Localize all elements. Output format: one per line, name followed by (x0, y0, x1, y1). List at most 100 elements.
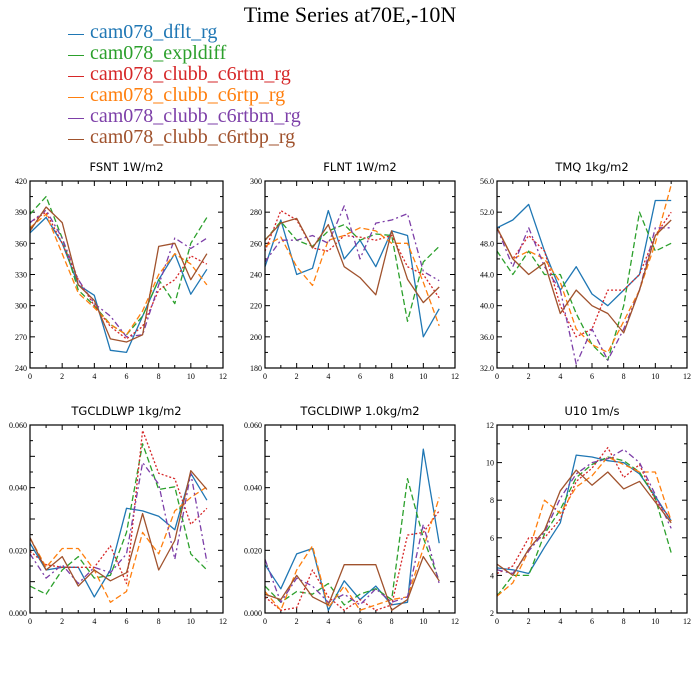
x-tick-label: 10 (419, 372, 427, 381)
legend-swatch (68, 118, 84, 119)
x-tick-label: 6 (590, 617, 594, 626)
series-line-cam078_expldiff (496, 456, 672, 597)
x-tick-label: 2 (60, 617, 64, 626)
y-tick-label: 32.0 (480, 364, 494, 373)
x-tick-label: 4 (92, 617, 96, 626)
x-tick-label: 0 (263, 372, 267, 381)
chart-title: TGCLDIWP 1.0kg/m2 (299, 404, 419, 418)
series-line-cam078_dflt_rg (496, 454, 672, 575)
x-tick-label: 2 (295, 372, 299, 381)
x-tick-label: 0 (495, 372, 499, 381)
x-tick-label: 4 (326, 617, 330, 626)
y-tick-label: 220 (250, 302, 262, 311)
x-tick-label: 2 (295, 617, 299, 626)
x-tick-label: 8 (622, 372, 626, 381)
legend-label: cam078_clubb_c6rtp_rg (90, 84, 286, 106)
y-tick-label: 360 (15, 239, 27, 248)
y-tick-label: 0.000 (9, 609, 27, 618)
x-tick-label: 8 (157, 372, 161, 381)
series-line-cam078_clubb_c6rtp_rg (496, 456, 672, 597)
y-tick-label: 260 (250, 239, 262, 248)
chart-title: U10 1m/s (564, 404, 619, 418)
y-tick-label: 8 (490, 496, 494, 505)
legend-swatch (68, 55, 84, 56)
series-line-cam078_clubb_c6rtm_rg (29, 429, 208, 585)
y-tick-label: 0.000 (244, 609, 262, 618)
y-tick-label: 4 (490, 571, 494, 580)
legend-swatch (68, 97, 84, 98)
x-tick-label: 10 (651, 617, 659, 626)
chart-panel: TGCLDIWP 1.0kg/m2 0 2 4 6 8 10 12 0.000 0.020 0.04… (244, 404, 459, 626)
x-tick-label: 4 (558, 617, 562, 626)
plot-frame (496, 424, 688, 614)
x-tick-label: 12 (219, 372, 227, 381)
legend-swatch (68, 76, 84, 77)
plot-frame (264, 180, 456, 369)
series-line-cam078_dflt_rg (496, 199, 672, 307)
y-tick-label: 0.040 (9, 484, 27, 493)
y-tick-label: 280 (250, 208, 262, 217)
x-tick-label: 0 (495, 617, 499, 626)
series-line-cam078_clubb_c6rtbp_rg (264, 555, 440, 611)
x-tick-label: 2 (527, 617, 531, 626)
y-tick-label: 270 (15, 333, 27, 342)
series-line-cam078_expldiff (496, 211, 672, 361)
x-tick-label: 12 (451, 372, 459, 381)
series-line-cam078_clubb_c6rtm_rg (29, 211, 208, 340)
x-tick-label: 12 (683, 617, 691, 626)
x-tick-label: 4 (558, 372, 562, 381)
x-tick-label: 6 (358, 617, 362, 626)
x-tick-label: 4 (326, 372, 330, 381)
y-tick-label: 390 (15, 208, 27, 217)
x-tick-label: 0 (263, 617, 267, 626)
series-line-cam078_clubb_c6rtbm_rg (29, 461, 208, 585)
x-tick-label: 12 (683, 372, 691, 381)
chart-title: TGCLDLWP 1kg/m2 (70, 404, 181, 418)
y-tick-label: 240 (250, 271, 262, 280)
series-line-cam078_clubb_c6rtbp_rg (264, 217, 440, 304)
x-tick-label: 2 (60, 372, 64, 381)
chart-panel: FLNT 1W/m2 0 2 4 6 8 10 12 180 200 220 240 260 280 300 (250, 160, 459, 381)
series-line-cam078_clubb_c6rtp_rg (264, 227, 440, 327)
plot-frame (29, 424, 224, 614)
x-tick-label: 8 (622, 617, 626, 626)
y-tick-label: 240 (15, 364, 27, 373)
chart-title: TMQ 1kg/m2 (554, 160, 628, 174)
x-tick-label: 6 (125, 372, 129, 381)
series-line-cam078_expldiff (29, 195, 208, 336)
y-tick-label: 200 (250, 333, 262, 342)
legend-swatch (68, 34, 84, 35)
series-line-cam078_clubb_c6rtbm_rg (496, 448, 672, 575)
page-title: Time Series at70E,-10N (243, 2, 457, 27)
series-line-cam078_clubb_c6rtbp_rg (29, 206, 208, 343)
chart-title: FSNT 1W/m2 (89, 160, 163, 174)
y-tick-label: 300 (15, 302, 27, 311)
y-tick-label: 0.020 (9, 546, 27, 555)
series-line-cam078_clubb_c6rtbm_rg (264, 205, 440, 282)
x-tick-label: 6 (358, 372, 362, 381)
series-line-cam078_clubb_c6rtbm_rg (264, 523, 440, 606)
x-tick-label: 10 (651, 372, 659, 381)
y-tick-label: 180 (250, 364, 262, 373)
chart-panel: TGCLDLWP 1kg/m2 0 2 4 6 8 10 12 0.000 0.020 0.040 0… (9, 404, 227, 626)
x-tick-label: 10 (187, 617, 195, 626)
y-tick-label: 420 (15, 177, 27, 186)
legend-label: cam078_clubb_c6rtbm_rg (90, 105, 301, 127)
y-tick-label: 56.0 (480, 177, 494, 186)
plot-frame (264, 424, 456, 614)
series-line-cam078_clubb_c6rtbp_rg (496, 469, 672, 577)
series-line-cam078_clubb_c6rtp_rg (29, 486, 208, 603)
y-tick-label: 0.040 (244, 484, 262, 493)
series-line-cam078_clubb_c6rtbm_rg (29, 209, 208, 338)
y-tick-label: 10 (486, 459, 494, 468)
x-tick-label: 2 (527, 372, 531, 381)
x-tick-label: 0 (28, 372, 32, 381)
y-tick-label: 2 (490, 609, 494, 618)
x-tick-label: 8 (157, 617, 161, 626)
series-line-cam078_clubb_c6rtm_rg (264, 510, 440, 611)
series-line-cam078_clubb_c6rtp_rg (264, 497, 440, 611)
series-line-cam078_dflt_rg (264, 448, 440, 611)
legend-label: cam078_clubb_c6rtbp_rg (90, 126, 296, 148)
y-tick-label: 44.0 (480, 271, 494, 280)
